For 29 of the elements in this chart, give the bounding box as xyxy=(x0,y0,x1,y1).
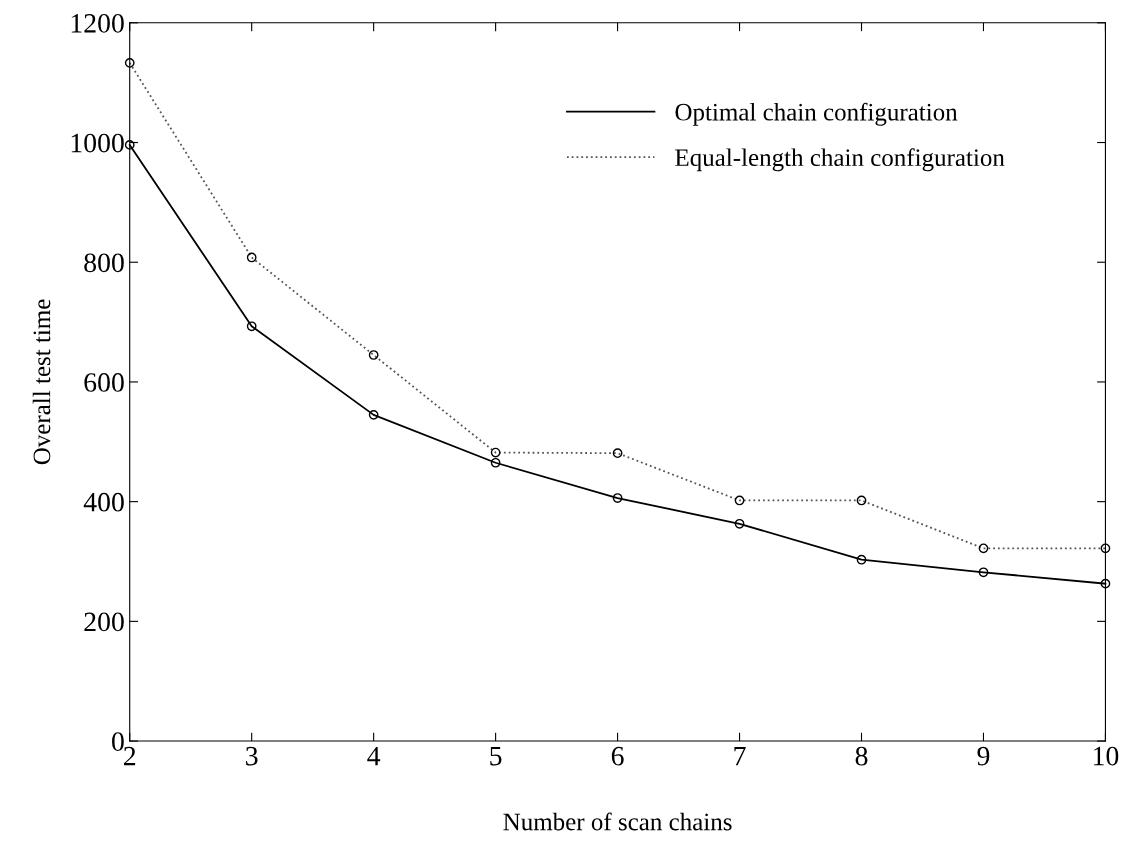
y-tick-label: 1000 xyxy=(71,133,124,153)
x-tick-label: 6 xyxy=(611,746,624,766)
point xyxy=(490,457,501,468)
x-tick-label: 4 xyxy=(367,746,381,766)
x-tick-label: 9 xyxy=(977,746,990,766)
x-tick-label: 3 xyxy=(246,746,258,766)
x-axis-title: Number of scan chains xyxy=(503,812,732,831)
x-tick-label: 2 xyxy=(124,746,136,766)
point xyxy=(124,140,135,150)
point xyxy=(1100,578,1111,589)
point xyxy=(856,554,867,565)
point xyxy=(734,518,745,529)
x-tick-label: 5 xyxy=(490,747,502,766)
x-tick-label: 10 xyxy=(1093,746,1119,766)
point xyxy=(612,493,623,503)
y-tick-label: 0 xyxy=(112,732,124,751)
point xyxy=(978,567,989,578)
point xyxy=(368,409,379,420)
y-tick-label: 400 xyxy=(83,492,124,512)
y-tick-label: 800 xyxy=(84,253,124,273)
legend-label: Equal-length chain configuration xyxy=(675,148,1005,172)
y-tick-label: 600 xyxy=(84,373,124,392)
x-tick-label: 7 xyxy=(734,747,746,766)
y-tick-label: 1200 xyxy=(71,13,124,33)
x-tick-label: 8 xyxy=(855,746,868,766)
y-tick-label: 200 xyxy=(84,612,124,632)
point xyxy=(246,321,257,332)
y-axis-title: Overall test time xyxy=(32,299,51,465)
legend-label: Optimal chain configuration xyxy=(675,102,958,126)
